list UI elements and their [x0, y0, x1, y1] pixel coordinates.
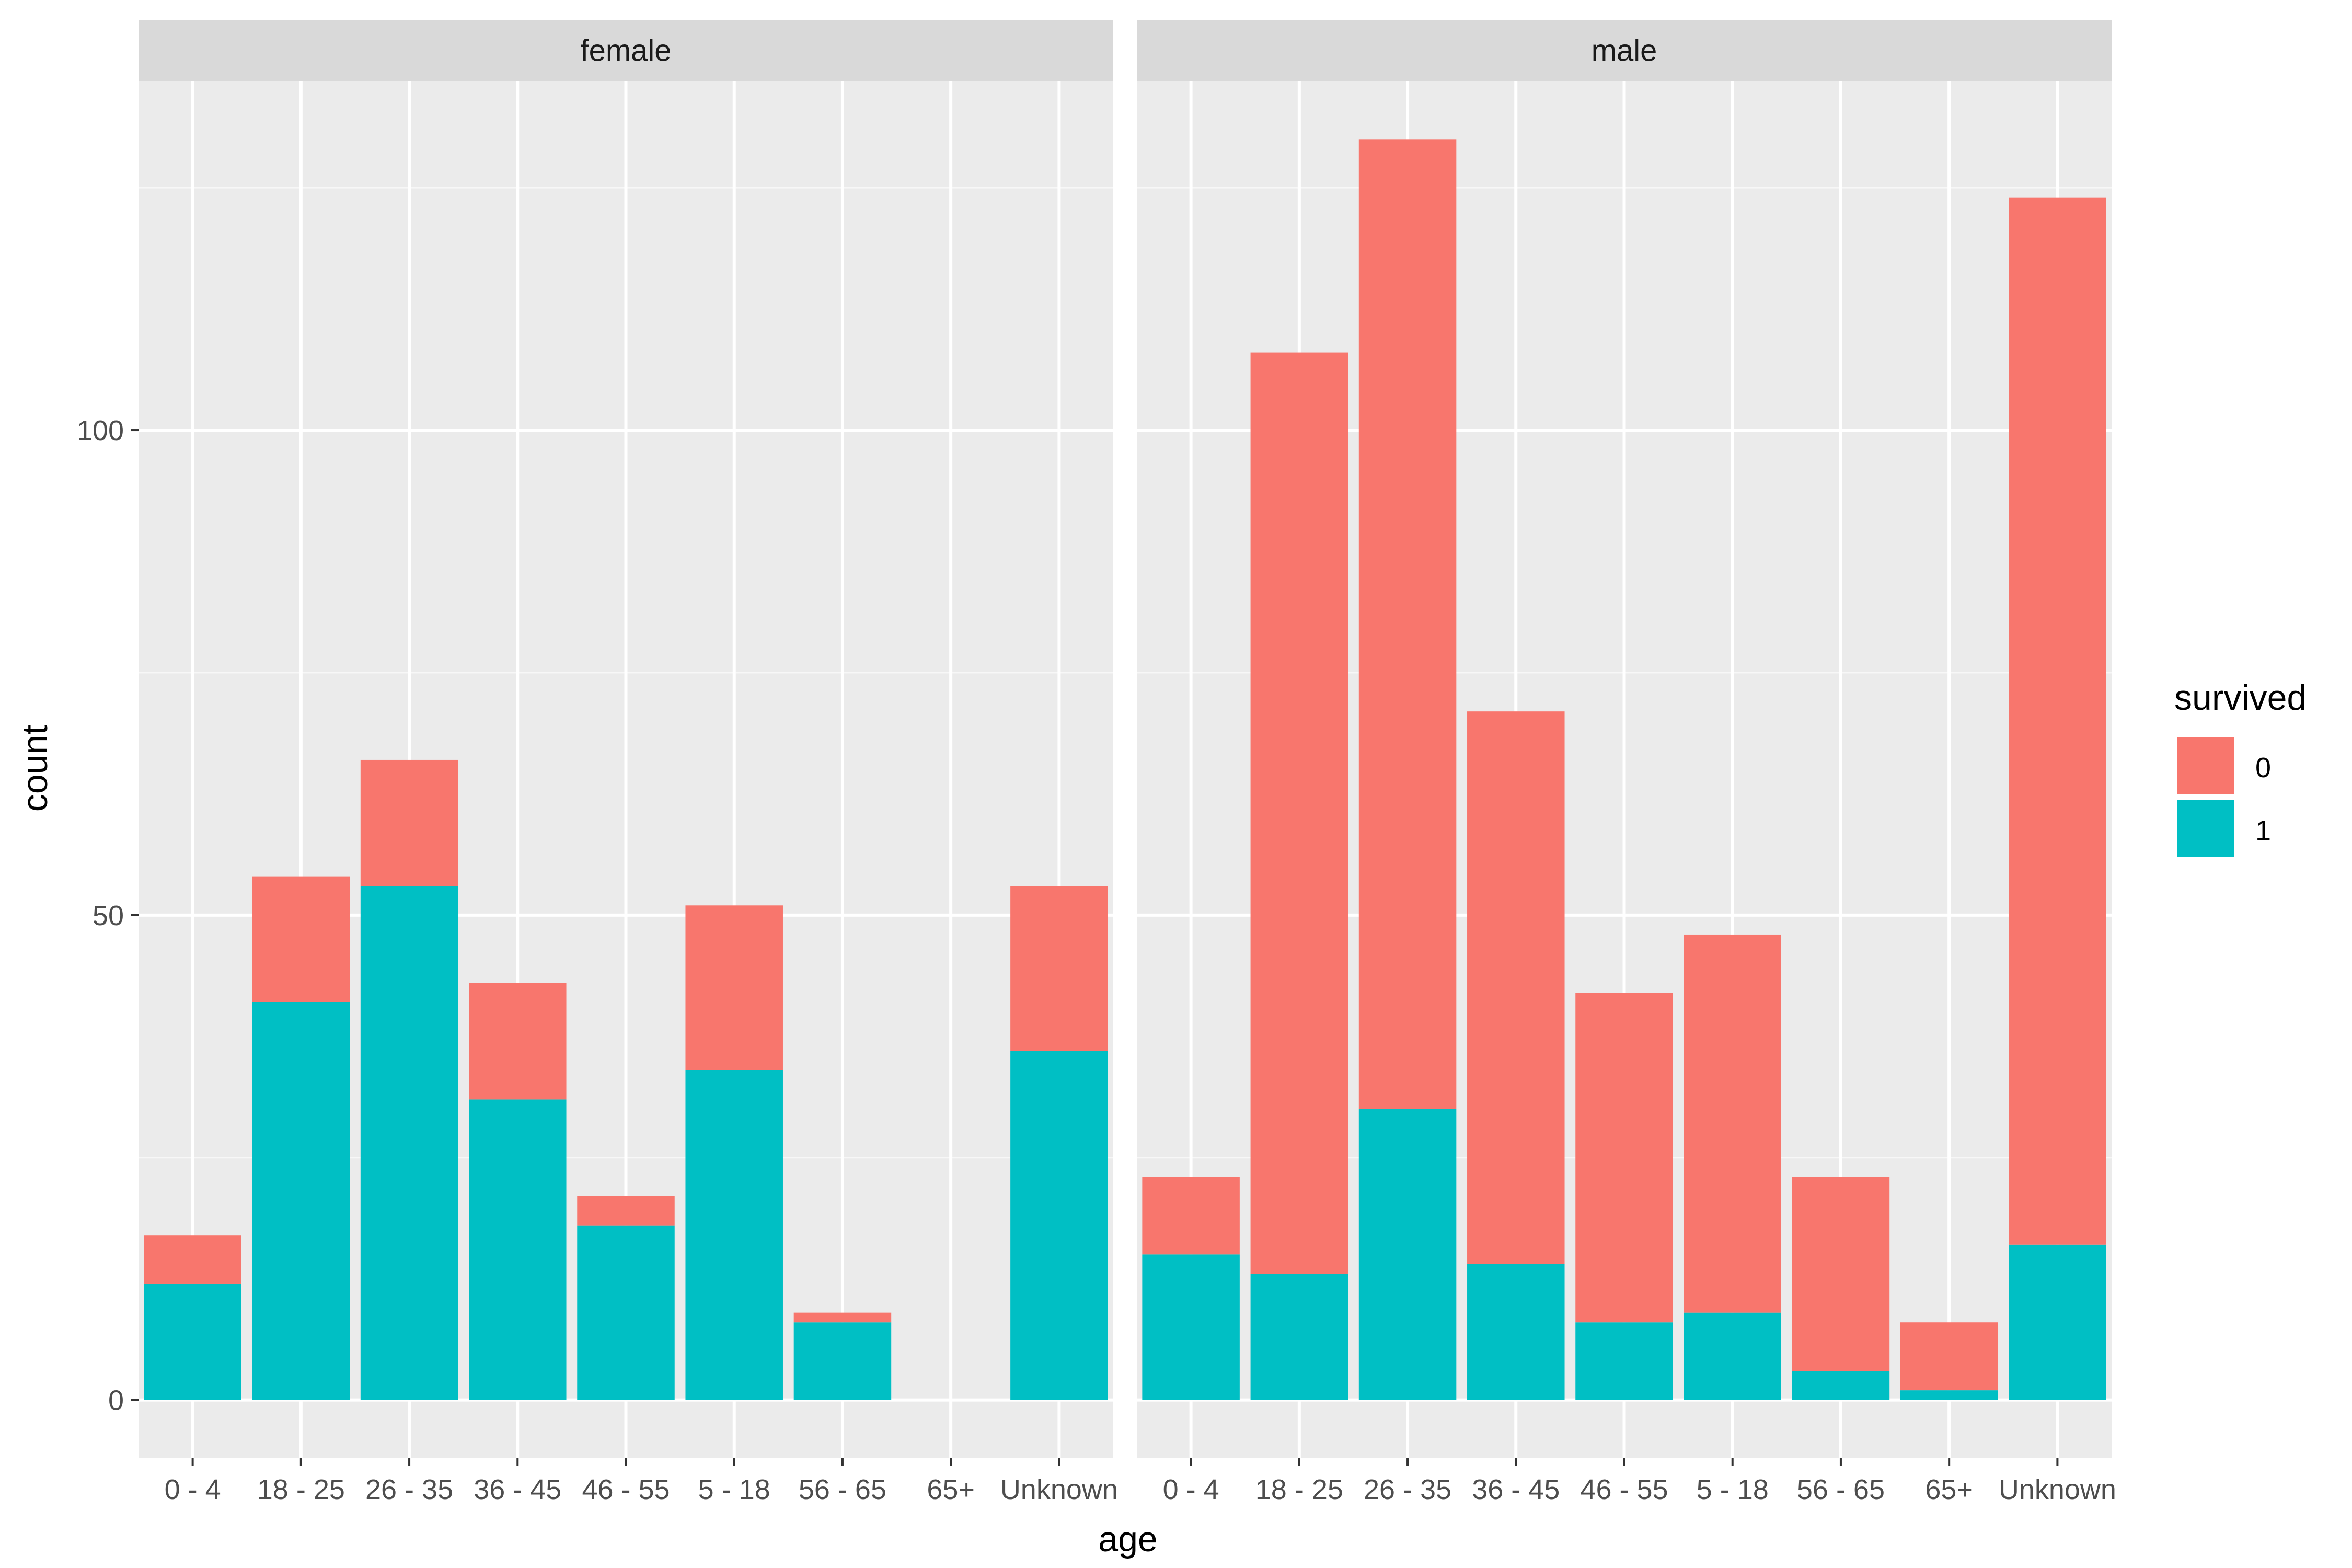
bar-female-survived-0-36-45 [469, 983, 567, 1100]
x-tick-label: 26 - 35 [1364, 1474, 1451, 1505]
bar-male-survived-1-46-55 [1575, 1322, 1673, 1400]
bars-female [144, 759, 1108, 1400]
x-tick-label: 56 - 65 [1797, 1474, 1885, 1505]
x-tick-label: 18 - 25 [257, 1474, 345, 1505]
bar-male-survived-0-5-18 [1684, 934, 1781, 1313]
bar-female-survived-1-46-55 [577, 1225, 675, 1400]
bar-male-survived-0-26-35 [1358, 139, 1457, 1109]
x-tick-label: 56 - 65 [799, 1474, 886, 1505]
bars-male [1142, 139, 2106, 1400]
bar-female-survived-0-18-25 [252, 876, 350, 1002]
bar-male-survived-0-0-4 [1142, 1177, 1240, 1255]
x-tick-label: 65+ [927, 1474, 975, 1505]
bar-male-survived-1-65+ [1900, 1390, 1998, 1400]
bar-male-survived-1-36-45 [1467, 1264, 1565, 1400]
bar-female-survived-1-Unknown [1010, 1051, 1108, 1400]
bar-female-survived-1-5-18 [685, 1070, 783, 1400]
bar-female-survived-0-5-18 [685, 905, 783, 1070]
bar-male-survived-1-18-25 [1250, 1274, 1348, 1400]
y-tick-label: 100 [77, 415, 124, 446]
x-axis-title: age [1098, 1519, 1157, 1559]
x-tick-label: 26 - 35 [365, 1474, 453, 1505]
bar-male-survived-0-18-25 [1250, 352, 1348, 1274]
x-tick-label: 65+ [1925, 1474, 1973, 1505]
y-axis: 0 50 100 [77, 415, 139, 1416]
x-tick-label: 5 - 18 [1697, 1474, 1769, 1505]
bar-male-survived-1-5-18 [1684, 1312, 1781, 1400]
legend: survived 0 1 [2174, 678, 2307, 857]
bar-female-survived-1-26-35 [360, 886, 458, 1400]
bar-male-survived-0-46-55 [1575, 993, 1673, 1323]
y-axis-title: count [15, 725, 55, 812]
x-tick-label: 5 - 18 [698, 1474, 770, 1505]
x-axis-ticks-male: 0 - 4 18 - 25 26 - 35 36 - 45 46 - 55 5 - 18 5… [1163, 1458, 2116, 1505]
y-tick-label: 0 [108, 1385, 124, 1416]
x-tick-label: 0 - 4 [165, 1474, 221, 1505]
bar-female-survived-0-56-65 [793, 1312, 892, 1323]
strip-background-female [139, 20, 1113, 81]
legend-label-1: 1 [2255, 815, 2271, 846]
bar-male-survived-0-56-65 [1792, 1177, 1890, 1371]
x-tick-label: 0 - 4 [1163, 1474, 1219, 1505]
bar-female-survived-1-0-4 [144, 1283, 241, 1400]
bar-female-survived-1-18-25 [252, 1002, 350, 1400]
legend-key-0 [2177, 737, 2234, 794]
x-axis-ticks-female: 0 - 4 18 - 25 26 - 35 36 - 45 46 - 55 5 - 18 5… [165, 1458, 1118, 1505]
x-tick-label: Unknown [1000, 1474, 1118, 1505]
panel-male: male 0 - 4 18 - 25 26 - 35 36 - 45 46 - 55 5 … [1137, 20, 2116, 1505]
x-tick-label: 36 - 45 [474, 1474, 561, 1505]
bar-male-survived-0-36-45 [1467, 711, 1565, 1264]
strip-label-male: male [1592, 34, 1657, 68]
strip-label-female: female [580, 34, 671, 68]
bar-male-survived-1-Unknown [2009, 1244, 2106, 1400]
bar-male-survived-0-65+ [1900, 1322, 1998, 1391]
bar-male-survived-1-56-65 [1792, 1370, 1890, 1400]
bar-male-survived-1-26-35 [1358, 1109, 1457, 1400]
legend-key-1 [2177, 800, 2234, 857]
x-tick-label: 36 - 45 [1472, 1474, 1560, 1505]
strip-background-male [1137, 20, 2112, 81]
bar-female-survived-0-0-4 [144, 1235, 241, 1284]
bar-female-survived-1-56-65 [793, 1322, 892, 1400]
bar-male-survived-1-0-4 [1142, 1254, 1240, 1400]
x-tick-label: 46 - 55 [1580, 1474, 1668, 1505]
bar-female-survived-0-46-55 [577, 1196, 675, 1226]
x-tick-label: Unknown [1999, 1474, 2116, 1505]
bar-female-survived-1-36-45 [469, 1099, 567, 1400]
x-tick-label: 18 - 25 [1255, 1474, 1343, 1505]
legend-title: survived [2174, 678, 2307, 718]
x-tick-label: 46 - 55 [582, 1474, 670, 1505]
bar-female-survived-0-Unknown [1010, 886, 1108, 1051]
panel-female: female 0 - 4 18 - 25 26 - 35 36 - 45 46 - 55… [139, 20, 1118, 1505]
legend-label-0: 0 [2255, 752, 2271, 783]
y-tick-label: 50 [93, 900, 124, 931]
bar-female-survived-0-26-35 [360, 759, 458, 886]
bar-male-survived-0-Unknown [2009, 197, 2106, 1245]
